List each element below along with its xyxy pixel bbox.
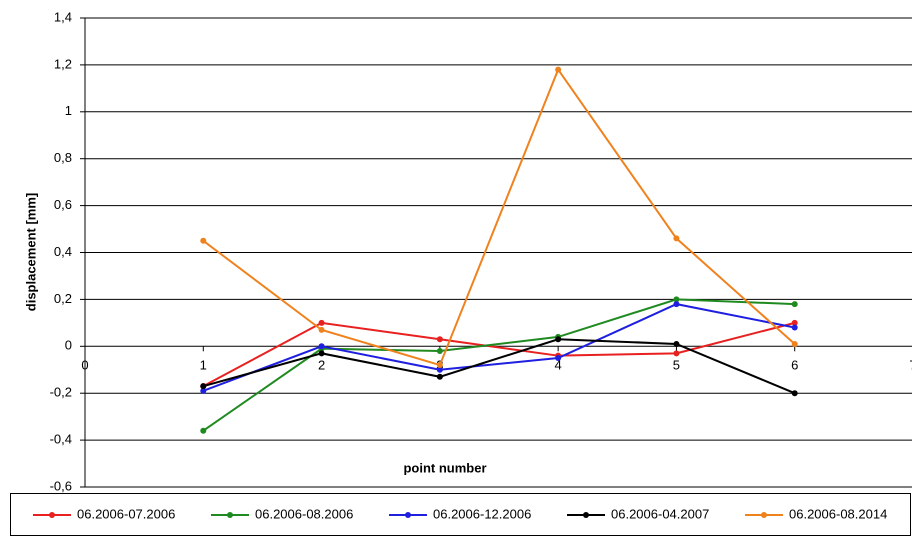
x-tick-label: 4 — [555, 358, 562, 373]
y-tick-label: 0,4 — [54, 244, 72, 259]
point — [200, 387, 207, 394]
point — [200, 427, 207, 434]
series-line — [202, 67, 796, 367]
point — [555, 336, 562, 343]
point — [791, 340, 798, 347]
y-tick-label: 1,2 — [54, 56, 72, 71]
y-tick-label: 0,2 — [54, 291, 72, 306]
point — [318, 343, 325, 350]
point — [318, 326, 325, 333]
y-tick-label: 0,8 — [54, 150, 72, 165]
y-tick-label: 1 — [65, 103, 72, 118]
y-tick-label: 1,4 — [54, 9, 72, 24]
series-line — [202, 303, 795, 392]
point — [318, 350, 325, 357]
point — [673, 350, 680, 357]
x-axis-label: point number — [403, 460, 486, 475]
point — [673, 235, 680, 242]
legend-label: 06.2006-08.2006 — [255, 506, 353, 521]
y-tick-label: -0,2 — [50, 385, 72, 400]
y-axis-label: displacement [mm] — [23, 193, 38, 311]
legend-label: 06.2006-12.2006 — [433, 506, 531, 521]
x-tick-label: 0 — [81, 358, 88, 373]
x-tick-label: 6 — [791, 358, 798, 373]
point — [436, 373, 443, 380]
point — [436, 362, 443, 369]
legend-label: 06.2006-04.2007 — [611, 506, 709, 521]
legend-marker — [405, 512, 411, 518]
y-tick-label: 0 — [65, 338, 72, 353]
point — [791, 319, 798, 326]
point — [791, 301, 798, 308]
point — [436, 366, 443, 373]
point — [791, 390, 798, 397]
series-line — [202, 298, 795, 432]
point — [200, 383, 207, 390]
point — [200, 237, 207, 244]
series-line — [202, 321, 795, 388]
series-line — [203, 338, 796, 395]
point — [673, 296, 680, 303]
x-tick-label: 2 — [318, 358, 325, 373]
legend-marker — [49, 512, 55, 518]
point — [318, 319, 325, 326]
legend-marker — [227, 512, 233, 518]
point — [673, 301, 680, 308]
y-tick-label: -0,4 — [50, 432, 72, 447]
x-tick-label: 7 — [909, 358, 912, 373]
point — [673, 340, 680, 347]
point — [791, 324, 798, 331]
y-tick-label: -0,6 — [50, 478, 72, 493]
x-tick-label: 5 — [673, 358, 680, 373]
legend-label: 06.2006-07.2006 — [77, 506, 175, 521]
legend-marker — [583, 512, 589, 518]
legend-label: 06.2006-08.2014 — [789, 506, 887, 521]
point — [555, 66, 562, 73]
point — [436, 347, 443, 354]
x-tick-label: 1 — [200, 358, 207, 373]
legend-marker — [761, 512, 767, 518]
y-tick-label: 0,6 — [54, 197, 72, 212]
point — [436, 336, 443, 343]
point — [555, 355, 562, 362]
